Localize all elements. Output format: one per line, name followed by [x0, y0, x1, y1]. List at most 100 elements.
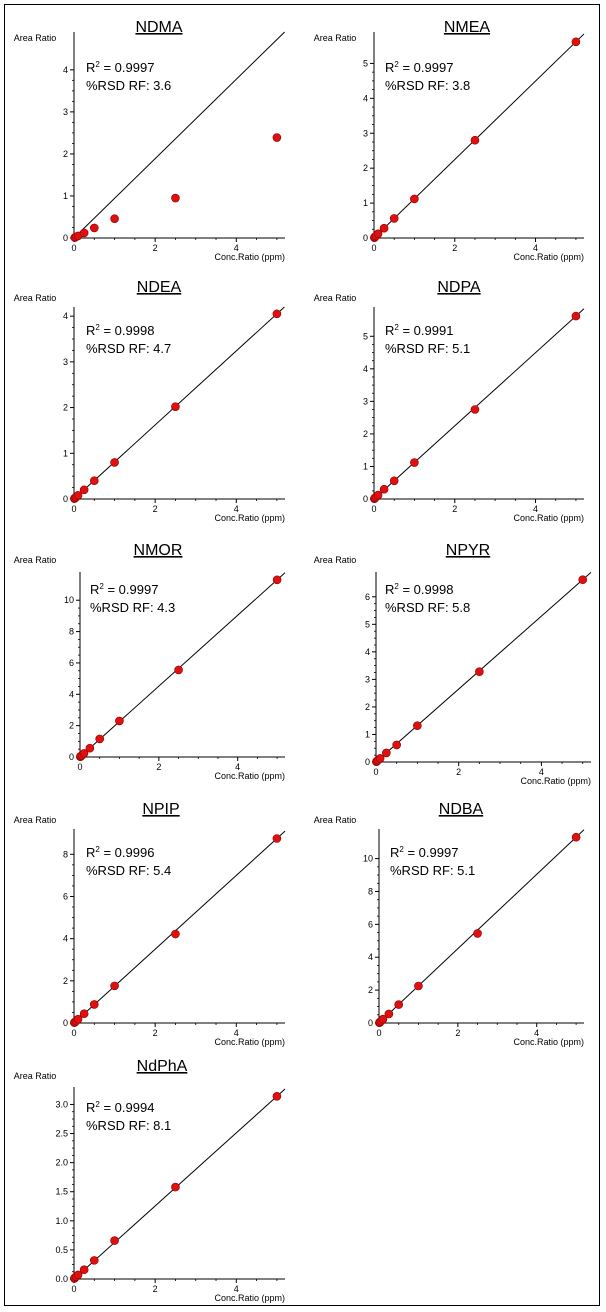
- chart-title: NDEA: [137, 279, 182, 296]
- y-axis-label: Area Ratio: [14, 555, 57, 565]
- data-point: [171, 402, 180, 411]
- x-axis-label: Conc.Ratio (ppm): [214, 1293, 285, 1303]
- y-tick-label: 0: [363, 233, 368, 243]
- r-squared-label: R2 = 0.9997: [385, 60, 453, 75]
- y-tick-label: 3.0: [55, 1099, 68, 1109]
- x-axis-label: Conc.Ratio (ppm): [513, 1037, 584, 1047]
- x-tick-label: 0: [71, 243, 76, 253]
- data-point: [73, 491, 83, 500]
- y-tick-label: 6: [63, 891, 68, 901]
- x-tick-label: 0: [77, 762, 82, 772]
- x-tick-label: 2: [153, 504, 158, 514]
- chart-title: NDMA: [135, 19, 182, 36]
- y-tick-label: 0: [368, 1018, 373, 1028]
- rsd-label: %RSD RF: 5.1: [390, 863, 475, 878]
- regression-line: [73, 31, 285, 239]
- data-point: [272, 309, 282, 319]
- r-squared-label: R2 = 0.9998: [385, 582, 453, 597]
- data-point: [110, 214, 119, 223]
- r-squared-label: R2 = 0.9991: [385, 323, 453, 338]
- data-point: [475, 667, 484, 676]
- x-tick-label: 4: [539, 767, 544, 777]
- figure-frame: [4, 4, 600, 1306]
- data-point: [174, 665, 183, 675]
- y-tick-label: 0: [63, 494, 68, 504]
- data-point: [95, 734, 105, 744]
- data-point: [171, 193, 180, 203]
- y-tick-label: 3: [63, 357, 68, 367]
- x-tick-label: 4: [234, 504, 239, 514]
- rsd-label: %RSD RF: 3.6: [86, 78, 171, 93]
- data-point: [110, 1236, 119, 1245]
- regression-line: [73, 830, 286, 1024]
- data-point: [73, 1014, 83, 1024]
- data-point: [79, 1265, 89, 1274]
- chart-title: NDPA: [437, 279, 481, 296]
- y-tick-label: 2: [63, 149, 68, 159]
- data-point: [578, 575, 588, 585]
- data-point: [85, 743, 95, 753]
- x-tick-label: 2: [452, 504, 457, 514]
- x-tick-label: 4: [534, 1028, 539, 1038]
- y-tick-label: 6: [69, 658, 74, 668]
- regression-line: [378, 829, 585, 1024]
- data-point: [115, 716, 124, 726]
- x-tick-label: 2: [153, 243, 158, 253]
- regression-line: [73, 1088, 286, 1280]
- chart-title: NDBA: [439, 801, 484, 818]
- y-tick-label: 2: [363, 163, 368, 173]
- y-tick-label: 2: [63, 976, 68, 986]
- rsd-label: %RSD RF: 8.1: [86, 1118, 171, 1133]
- y-axis-label: Area Ratio: [314, 555, 357, 565]
- y-tick-label: 1: [63, 191, 68, 201]
- y-tick-label: 0: [63, 233, 68, 243]
- x-tick-label: 2: [153, 1028, 158, 1038]
- data-point: [272, 575, 282, 585]
- data-point: [73, 1270, 83, 1280]
- y-tick-label: 4: [368, 952, 373, 962]
- data-point: [272, 133, 282, 142]
- y-tick-label: 5: [363, 58, 368, 68]
- y-axis-label: Area Ratio: [314, 815, 357, 825]
- y-tick-label: 5: [365, 619, 370, 629]
- data-point: [171, 929, 180, 939]
- x-tick-label: 2: [452, 243, 457, 253]
- x-tick-label: 4: [235, 762, 240, 772]
- data-point: [79, 749, 89, 758]
- y-tick-label: 0.5: [55, 1245, 68, 1255]
- chart-title: NPYR: [446, 542, 490, 559]
- data-point: [410, 194, 419, 204]
- y-tick-label: 8: [368, 886, 373, 896]
- y-axis-label: Area Ratio: [14, 293, 57, 303]
- y-tick-label: 0: [365, 757, 370, 767]
- x-axis-label: Conc.Ratio (ppm): [513, 513, 584, 523]
- y-tick-label: 1.0: [55, 1216, 68, 1226]
- y-tick-label: 8: [63, 849, 68, 859]
- x-tick-label: 4: [234, 1284, 239, 1294]
- r-squared-label: R2 = 0.9997: [90, 582, 158, 597]
- r-squared-label: R2 = 0.9994: [86, 1100, 154, 1115]
- data-point: [470, 405, 480, 414]
- y-tick-label: 3: [363, 396, 368, 406]
- regression-line: [79, 572, 286, 758]
- x-tick-label: 4: [234, 1028, 239, 1038]
- data-point: [89, 1256, 99, 1265]
- data-point: [384, 1009, 394, 1019]
- y-tick-label: 2: [69, 721, 74, 731]
- r-squared-label: R2 = 0.9998: [86, 323, 154, 338]
- y-tick-label: 6: [365, 592, 370, 602]
- data-point: [413, 721, 422, 730]
- y-tick-label: 2.0: [55, 1158, 68, 1168]
- x-tick-label: 2: [156, 762, 161, 772]
- x-tick-label: 4: [234, 243, 239, 253]
- data-point: [272, 1092, 282, 1101]
- x-axis-label: Conc.Ratio (ppm): [214, 252, 285, 262]
- y-tick-label: 1: [365, 729, 370, 739]
- chart-title: NMOR: [134, 542, 183, 559]
- y-tick-label: 6: [368, 919, 373, 929]
- data-point: [473, 929, 482, 938]
- data-point: [110, 981, 119, 991]
